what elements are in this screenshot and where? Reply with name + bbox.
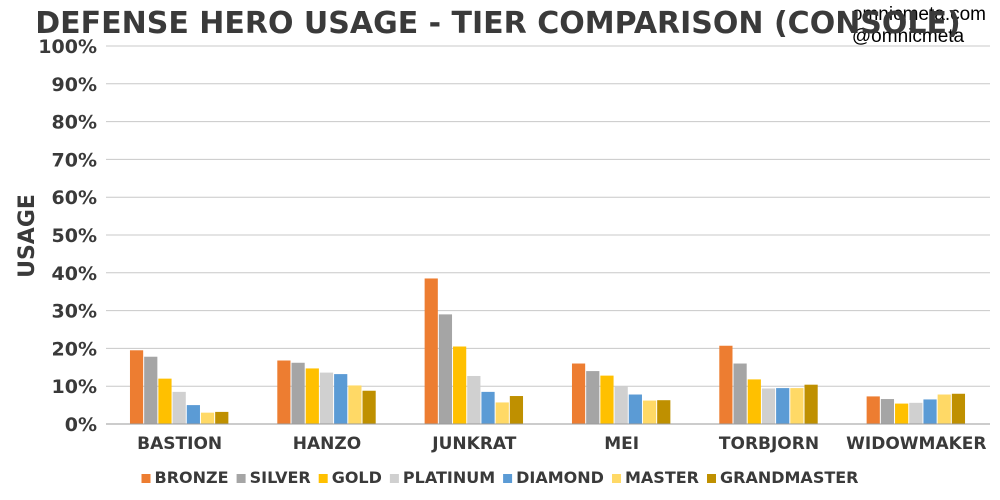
legend-item-gold: GOLD (318, 468, 382, 487)
bar-diamond-junkrat (481, 391, 495, 424)
y-tick-label: 60% (52, 187, 97, 209)
bar-diamond-bastion (186, 405, 200, 424)
category-label: HANZO (293, 434, 361, 454)
chart-title: DEFENSE HERO USAGE - TIER COMPARISON (CO… (35, 6, 961, 41)
legend-label: MASTER (625, 468, 699, 487)
legend-label: DIAMOND (516, 468, 604, 487)
bar-silver-bastion (144, 356, 158, 424)
bar-bronze-junkrat (424, 278, 438, 424)
legend-item-diamond: DIAMOND (503, 468, 604, 487)
bar-bronze-mei (571, 363, 586, 424)
bar-bronze-bastion (129, 350, 144, 424)
bar-silver-mei (586, 371, 600, 424)
category-label: TORBJORN (719, 434, 819, 454)
y-tick-label: 90% (52, 74, 97, 96)
legend-label: BRONZE (155, 468, 229, 487)
y-tick-label: 30% (52, 301, 97, 323)
category-label: WIDOWMAKER (846, 434, 986, 454)
bar-gold-widowmaker (895, 403, 909, 424)
legend-item-silver: SILVER (236, 468, 311, 487)
credit-handle: @omnicmeta (851, 26, 965, 47)
y-tick-label: 10% (52, 376, 97, 398)
credit-site: omnicmeta.com (851, 4, 986, 25)
bar-grandmaster-widowmaker (951, 393, 966, 424)
legend-item-platinum: PLATINUM (389, 468, 495, 487)
bars (129, 278, 966, 424)
bar-silver-widowmaker (880, 399, 895, 424)
bar-bronze-torbjorn (719, 345, 733, 424)
legend-item-master: MASTER (612, 468, 699, 487)
y-tick-label: 20% (52, 338, 97, 360)
bar-platinum-junkrat (467, 375, 481, 424)
legend-swatch (389, 474, 399, 483)
bar-diamond-widowmaker (923, 399, 937, 424)
bar-diamond-hanzo (334, 374, 348, 424)
legend-item-bronze: BRONZE (141, 468, 229, 487)
legend-label: GOLD (332, 468, 382, 487)
bar-master-bastion (200, 412, 215, 424)
y-tick-label: 70% (52, 149, 97, 171)
bar-bronze-widowmaker (866, 396, 880, 424)
y-tick-label: 100% (38, 36, 97, 58)
bar-grandmaster-junkrat (509, 396, 524, 424)
category-label: JUNKRAT (431, 434, 516, 454)
legend-swatch (503, 474, 513, 483)
bar-gold-hanzo (305, 368, 319, 424)
bar-gold-bastion (158, 378, 172, 424)
bar-platinum-bastion (172, 391, 186, 424)
bar-master-widowmaker (937, 394, 951, 424)
bar-master-junkrat (495, 402, 509, 424)
y-tick-label: 80% (52, 112, 97, 134)
gridlines (106, 45, 990, 387)
bar-platinum-widowmaker (909, 402, 923, 424)
legend-label: SILVER (250, 468, 311, 487)
bar-gold-mei (600, 375, 614, 424)
bar-master-torbjorn (790, 388, 804, 424)
bar-master-hanzo (348, 385, 362, 424)
category-label: MEI (604, 434, 639, 454)
category-label: BASTION (137, 434, 222, 454)
legend-swatch (612, 474, 621, 483)
y-tick-labels: 0% 10% 20% 30% 40% 50% 60% 70% 80% 90% 100% (38, 36, 97, 436)
credit: omnicmeta.com @omnicmeta (852, 4, 986, 48)
bar-diamond-mei (628, 394, 642, 424)
bar-grandmaster-hanzo (362, 390, 376, 424)
legend: BRONZE SILVER GOLD PLATINUM DIAMOND MASTER GRA… (141, 468, 859, 487)
bar-platinum-hanzo (319, 372, 334, 424)
legend-swatch (236, 474, 246, 483)
bar-silver-junkrat (438, 314, 453, 424)
legend-item-grandmaster: GRANDMASTER (707, 468, 859, 487)
bar-platinum-torbjorn (761, 388, 776, 424)
bar-silver-hanzo (291, 362, 305, 424)
bar-gold-junkrat (453, 346, 467, 424)
bar-bronze-hanzo (277, 360, 291, 424)
y-tick-label: 40% (52, 263, 97, 285)
legend-label: GRANDMASTER (720, 468, 859, 487)
y-tick-label: 0% (65, 414, 97, 436)
bar-master-mei (642, 400, 657, 424)
bar-platinum-mei (614, 386, 628, 424)
bar-grandmaster-torbjorn (804, 384, 818, 424)
legend-swatch (318, 474, 328, 483)
legend-swatch (707, 474, 716, 483)
category-labels: BASTION HANZO JUNKRAT MEI TORBJORN WIDOWMAKER (137, 434, 986, 454)
legend-swatch (141, 474, 151, 483)
bar-grandmaster-mei (657, 400, 671, 424)
legend-label: PLATINUM (403, 468, 495, 487)
y-axis-label: USAGE (15, 194, 40, 278)
bar-grandmaster-bastion (215, 411, 229, 424)
bar-gold-torbjorn (747, 379, 761, 424)
y-tick-label: 50% (52, 225, 97, 247)
bar-silver-torbjorn (733, 363, 747, 424)
bar-diamond-torbjorn (776, 388, 790, 424)
